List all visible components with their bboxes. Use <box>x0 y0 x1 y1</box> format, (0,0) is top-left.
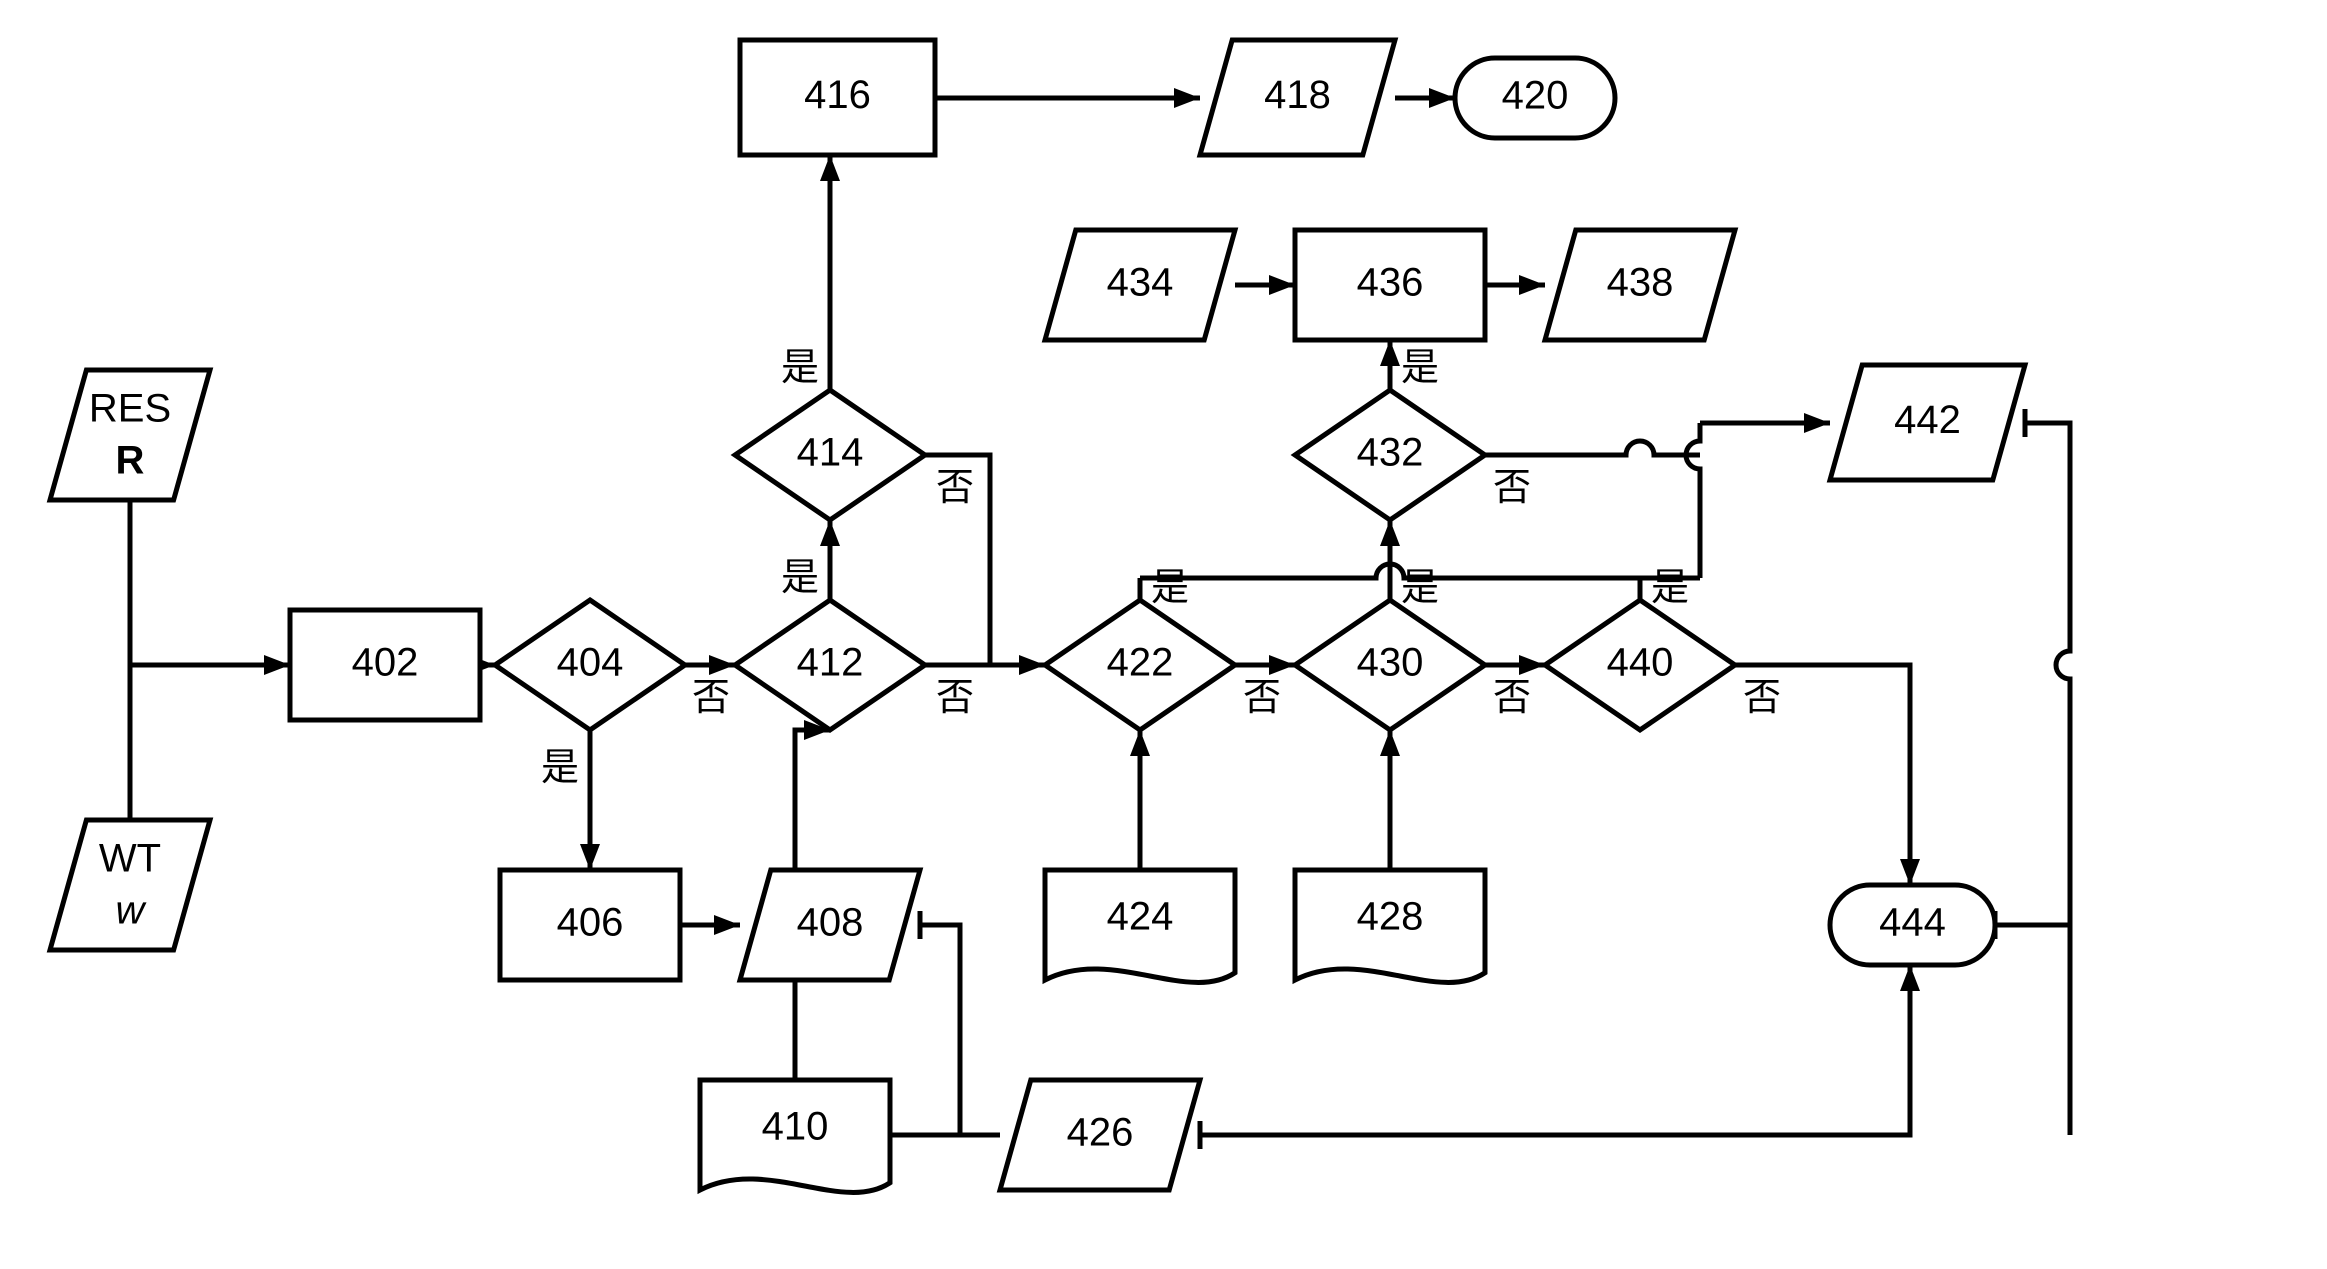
edge-label: 是 <box>1401 347 1439 389</box>
node-label: 432 <box>1357 431 1424 475</box>
node-label: 442 <box>1894 398 1961 442</box>
edge-label: 否 <box>692 677 730 719</box>
node-label: 440 <box>1607 641 1674 685</box>
edge-label: 是 <box>781 557 819 599</box>
node-label: 430 <box>1357 641 1424 685</box>
edge-label: 是 <box>1151 567 1189 609</box>
node-label: 410 <box>762 1105 829 1149</box>
node-label: 404 <box>557 641 624 685</box>
node-label: 406 <box>557 901 624 945</box>
node-label: RES <box>89 387 171 431</box>
node-label: 416 <box>804 73 871 117</box>
edge-label: 否 <box>1743 677 1781 719</box>
node-label: 408 <box>797 901 864 945</box>
node-label: 428 <box>1357 895 1424 939</box>
node-label: 420 <box>1502 74 1569 118</box>
node-label: 444 <box>1879 901 1946 945</box>
node-label: 438 <box>1607 261 1674 305</box>
node-label: 402 <box>352 641 419 685</box>
node-label: 436 <box>1357 261 1424 305</box>
edge-label: 否 <box>936 467 974 509</box>
edge-label: 否 <box>1493 467 1531 509</box>
node-label: R <box>116 439 145 483</box>
node-label: 424 <box>1107 895 1174 939</box>
node-label: 418 <box>1264 73 1331 117</box>
edge-label: 否 <box>1243 677 1281 719</box>
edge-label: 是 <box>1401 567 1439 609</box>
node-label: 434 <box>1107 261 1174 305</box>
node-label: 426 <box>1067 1111 1134 1155</box>
node-label: 422 <box>1107 641 1174 685</box>
node-label: w <box>116 889 148 933</box>
node-label: 414 <box>797 431 864 475</box>
nodes: RES R WT w 402 404 406 408 410 412 414 416 418 420 422… <box>50 40 2025 1192</box>
edge-label: 是 <box>781 347 819 389</box>
flowchart-container: 否是是否是否否是否是是否是否RESRWTw4024044064084104124… <box>0 0 2327 1269</box>
edge-label: 是 <box>1651 567 1689 609</box>
edge-label: 否 <box>1493 677 1531 719</box>
edge-label: 否 <box>936 677 974 719</box>
node-label: WT <box>99 837 161 881</box>
node-label: 412 <box>797 641 864 685</box>
edge-label: 是 <box>541 747 579 789</box>
